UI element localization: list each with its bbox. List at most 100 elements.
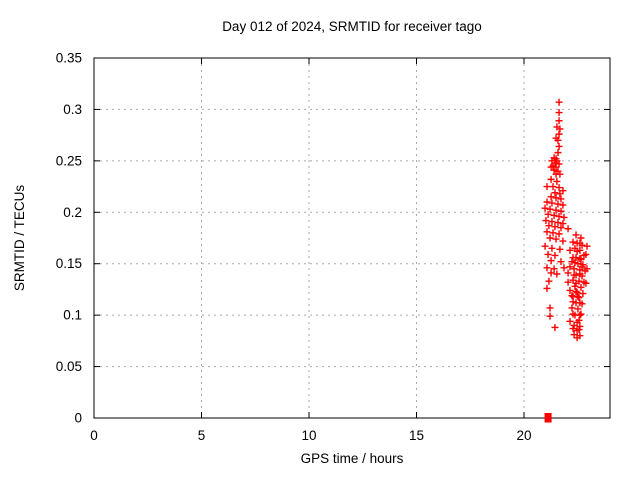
data-point-marker (556, 190, 564, 198)
data-point-marker (541, 242, 549, 250)
data-point-marker (576, 322, 584, 330)
data-point-marker (557, 207, 565, 215)
data-point-marker (577, 310, 585, 318)
y-tick-label: 0.2 (63, 205, 82, 220)
data-point-marker (556, 170, 564, 178)
x-tick-label: 20 (516, 428, 531, 443)
data-point-marker (581, 267, 589, 275)
data-point-marker (569, 310, 577, 318)
data-point-marker (552, 206, 560, 214)
data-point-marker (546, 304, 554, 312)
x-axis-label: GPS time / hours (301, 451, 404, 466)
y-axis-label: SRMTID / TECUs (12, 185, 27, 292)
data-point-marker (548, 244, 556, 252)
data-point-marker (547, 193, 555, 201)
data-point-marker (547, 175, 555, 183)
data-point-marker (569, 325, 577, 333)
data-point-marker (546, 205, 554, 213)
data-point-marker (554, 200, 562, 208)
y-tick-label: 0.3 (63, 102, 82, 117)
y-tick-label: 0.05 (56, 359, 82, 374)
data-point-marker (545, 222, 553, 230)
data-point-marker (543, 228, 551, 236)
data-point-marker (555, 98, 563, 106)
data-point-marker (553, 270, 561, 278)
data-point-marker (564, 225, 572, 233)
data-point-marker (574, 260, 582, 268)
zero-value-marker (544, 413, 552, 423)
data-point-marker (549, 183, 557, 191)
data-point-marker (543, 284, 551, 292)
data-point-marker (555, 230, 563, 238)
data-point-marker (554, 219, 562, 227)
data-point-marker (542, 217, 550, 225)
data-point-marker (552, 194, 560, 202)
data-point-marker (566, 246, 574, 254)
data-point-marker (575, 294, 583, 302)
data-point-marker (550, 211, 558, 219)
data-point-marker (576, 246, 584, 254)
data-point-marker (548, 218, 556, 226)
data-point-marker (575, 326, 583, 334)
y-tick-label: 0.15 (56, 256, 82, 271)
data-point-marker (573, 334, 581, 342)
x-tick-label: 10 (301, 428, 316, 443)
data-point-marker (544, 210, 552, 218)
data-point-marker (551, 189, 559, 197)
data-point-marker (557, 258, 565, 266)
data-point-marker (573, 318, 581, 326)
data-point-marker (555, 130, 563, 138)
data-point-marker (577, 234, 585, 242)
data-point-marker (568, 304, 576, 312)
data-point-marker (549, 229, 557, 237)
data-point-marker (566, 286, 574, 294)
data-point-marker (571, 244, 579, 252)
data-point-marker (551, 323, 559, 331)
data-point-marker (566, 317, 574, 325)
data-point-marker (557, 224, 565, 232)
data-point-marker (557, 195, 565, 203)
data-point-marker (578, 241, 586, 249)
data-point-marker (547, 269, 555, 277)
data-point-marker (556, 125, 564, 133)
data-point-marker (580, 251, 588, 259)
data-point-marker (560, 213, 568, 221)
data-points (541, 98, 591, 423)
data-point-marker (568, 258, 576, 266)
data-point-marker (578, 263, 586, 271)
data-point-marker (556, 245, 564, 253)
data-point-marker (574, 305, 582, 313)
data-point-marker (550, 166, 558, 174)
data-point-marker (576, 311, 584, 319)
y-tick-label: 0.25 (56, 153, 82, 168)
data-point-marker (546, 312, 554, 320)
data-point-marker (543, 264, 551, 272)
data-point-marker (543, 183, 551, 191)
data-point-marker (566, 263, 574, 271)
y-tick-label: 0 (74, 411, 82, 426)
chart-title: Day 012 of 2024, SRMTID for receiver tag… (222, 19, 482, 34)
y-tick-label: 0.35 (56, 51, 82, 66)
data-point-marker (545, 277, 553, 285)
data-point-marker (559, 237, 567, 245)
data-point-marker (577, 283, 585, 291)
data-point-marker (572, 279, 580, 287)
data-point-marker (543, 198, 551, 206)
data-point-marker (569, 238, 577, 246)
data-point-marker (553, 177, 561, 185)
data-point-marker (560, 264, 568, 272)
data-point-marker (552, 235, 560, 243)
x-tick-label: 15 (409, 428, 424, 443)
tick-labels: 0 5 10 15 20 0 0.05 0.1 0.15 0.2 0.25 0.3 0.35 (56, 51, 532, 444)
data-point-marker (569, 298, 577, 306)
data-point-marker (574, 293, 582, 301)
data-point-marker (559, 201, 567, 209)
data-point-marker (544, 250, 552, 258)
tick-marks (93, 57, 610, 419)
data-point-marker (576, 270, 584, 278)
data-point-marker (572, 254, 580, 262)
grid-layer (94, 58, 610, 418)
data-point-marker (582, 279, 590, 287)
data-point-marker (564, 269, 572, 277)
